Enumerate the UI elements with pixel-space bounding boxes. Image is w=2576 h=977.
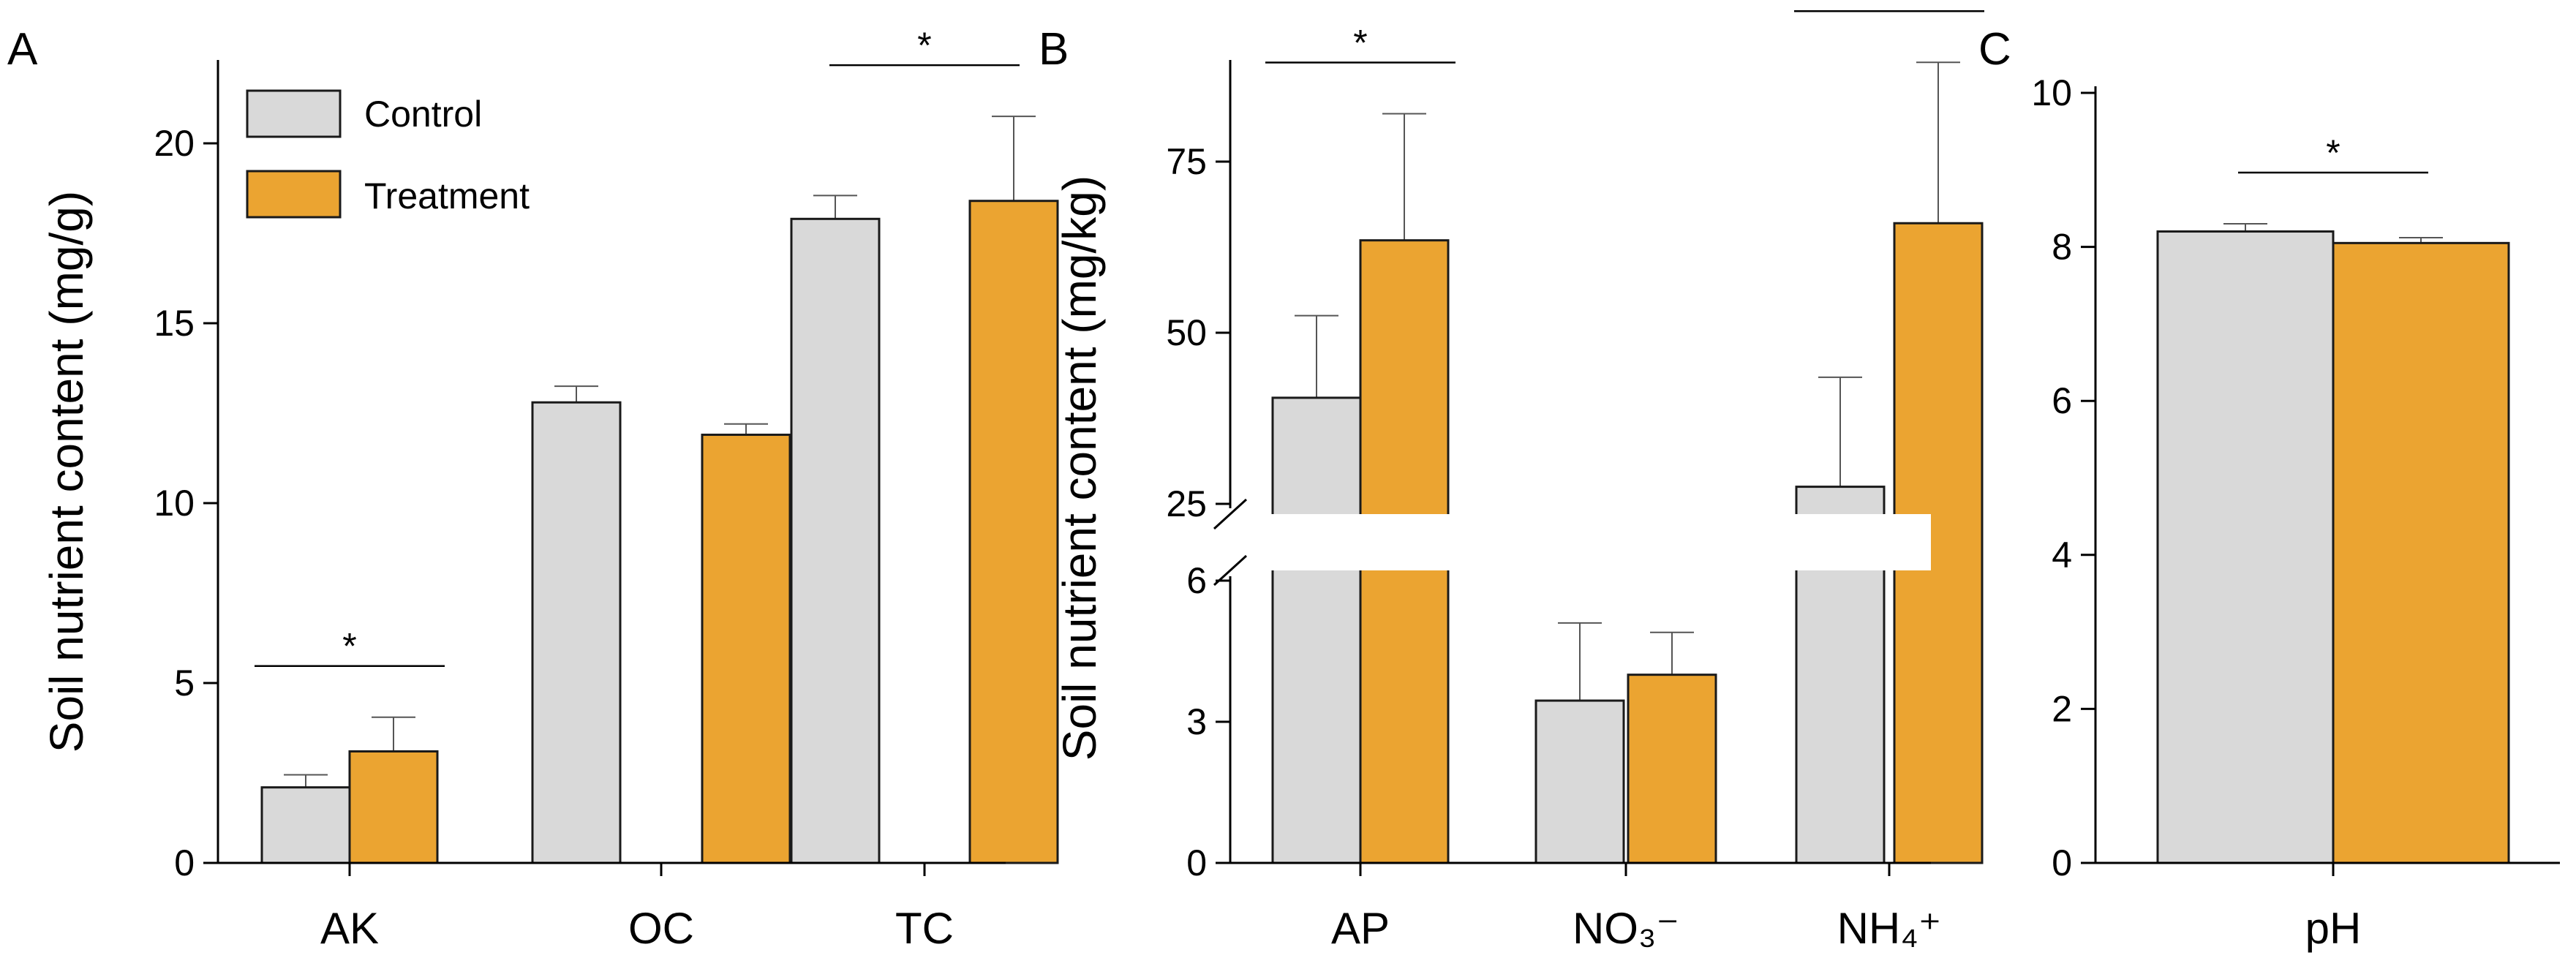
panel-b-label: B	[1039, 24, 1069, 75]
panel-b-y-tick-label-75: 75	[1166, 141, 1207, 182]
panel-a-y-tick-label-20: 20	[154, 123, 195, 164]
panel-b-y-axis-title: Soil nutrient content (mg/kg)	[1053, 176, 1106, 761]
panel-b-x-tick-label-nh: NH₄⁺	[1837, 904, 1942, 953]
panel-c-sig-star-ph: *	[2326, 132, 2340, 173]
panel-c: pH * 0 2 4 6 8 10	[2031, 72, 2560, 953]
panel-a-y-tick-label-15: 15	[154, 303, 195, 344]
panel-b-axis-break-gap	[1216, 514, 1931, 571]
panel-c-y-tick-label-0: 0	[2052, 842, 2072, 883]
panel-c-y-tick-label-8: 8	[2052, 227, 2072, 268]
panel-b-sig-star-nh: *	[1882, 0, 1896, 12]
panel-b-bar-no-treatment	[1627, 674, 1717, 864]
panel-c-label: C	[1978, 24, 2011, 75]
panel-b: AP NO₃⁻ NH₄⁺ * * 0 3 6 25 50 75	[1166, 0, 1984, 953]
legend-treatment-swatch	[246, 170, 342, 219]
panel-b-y-tick-label-25: 25	[1166, 483, 1207, 524]
panel-c-y-tick-label-6: 6	[2052, 380, 2072, 421]
panel-a-y-tick-label-10: 10	[154, 483, 195, 524]
legend-control-swatch	[246, 89, 342, 138]
panel-c-y-tick-label-2: 2	[2052, 688, 2072, 729]
panel-a-bar-tc-treatment	[968, 200, 1059, 864]
panel-c-y-tick-label-10: 10	[2031, 72, 2072, 113]
panel-a-y-axis-title: Soil nutrient content (mg/g)	[40, 191, 93, 752]
legend-treatment-label: Treatment	[364, 176, 530, 216]
panel-c-y-tick-label-4: 4	[2052, 535, 2072, 576]
panel-a-sig-star-tc: *	[917, 25, 931, 66]
panel-a-x-tick-label-oc: OC	[628, 904, 694, 953]
panel-c-bar-ph-control	[2156, 230, 2335, 864]
panel-a-bar-ak-treatment	[348, 750, 439, 864]
panel-a-label: A	[7, 24, 38, 75]
panel-a-y-tick-label-5: 5	[174, 663, 195, 703]
panel-b-sig-star-ap: *	[1353, 22, 1367, 63]
panel-b-x-tick-label-ap: AP	[1331, 904, 1390, 953]
panel-b-y-tick-label-6: 6	[1186, 560, 1207, 601]
panel-b-y-tick-label-3: 3	[1186, 701, 1207, 742]
panel-a-x-tick-label-ak: AK	[320, 904, 379, 953]
panel-a-bar-tc-control	[790, 217, 881, 864]
panel-a-bar-ak-control	[260, 786, 351, 864]
panel-b-y-tick-label-0: 0	[1186, 842, 1207, 883]
legend: Control Treatment	[246, 89, 530, 219]
panel-a: AK OC TC * * 0 5 10 15 20	[154, 25, 1059, 953]
panel-b-y-tick-label-50: 50	[1166, 312, 1207, 353]
panel-a-bar-oc-treatment	[701, 434, 791, 864]
panel-b-bar-no-control	[1534, 699, 1625, 864]
panel-b-bar-ap-control	[1271, 396, 1362, 864]
panel-b-axis-break-mark-upper	[1213, 498, 1248, 530]
panel-a-bar-oc-control	[531, 401, 622, 864]
panel-b-x-tick-label-no: NO₃⁻	[1573, 904, 1679, 953]
panel-a-sig-star-ak: *	[342, 626, 356, 667]
legend-control-label: Control	[364, 94, 482, 135]
panel-c-bar-ph-treatment	[2332, 241, 2510, 864]
panel-c-x-tick-label-ph: pH	[2305, 904, 2362, 953]
panel-a-x-tick-label-tc: TC	[895, 904, 954, 953]
panel-a-y-tick-label-0: 0	[174, 842, 195, 883]
